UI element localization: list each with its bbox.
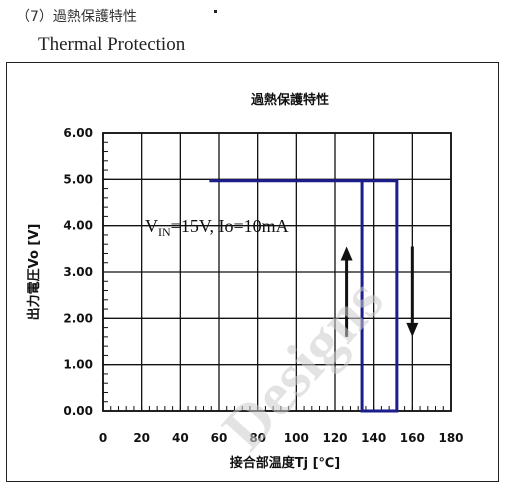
y-tick-labels: 0.00 1.00 2.00 3.00 4.00 5.00 6.00 xyxy=(63,126,93,418)
y-tick-label-3: 3.00 xyxy=(63,265,93,279)
arrow-head-down xyxy=(406,322,419,337)
y-axis-label: 出力電圧Vo [V] xyxy=(26,224,42,321)
annotation-prefix: V xyxy=(145,216,158,236)
x-tick-label-9: 180 xyxy=(438,431,463,445)
condition-annotation: VIN=15V, Io=10mA xyxy=(145,216,289,239)
x-tick-label-0: 0 xyxy=(99,431,107,445)
y-tick-label-6: 6.00 xyxy=(63,126,93,140)
x-tick-label-4: 80 xyxy=(249,431,266,445)
annotation-suffix: =15V, Io=10mA xyxy=(171,216,289,236)
section-heading-en: Thermal Protection xyxy=(38,34,186,55)
x-tick-label-5: 100 xyxy=(284,431,309,445)
y-tick-label-2: 2.00 xyxy=(63,311,93,325)
y-tick-label-0: 0.00 xyxy=(63,404,93,418)
series-line-0 xyxy=(209,179,399,413)
x-tick-labels: 0 20 40 60 80 100 120 140 160 180 xyxy=(99,431,464,445)
series-group xyxy=(209,179,399,413)
y-tick-label-4: 4.00 xyxy=(63,219,93,233)
x-tick-label-2: 40 xyxy=(172,431,189,445)
y-tick-label-1: 1.00 xyxy=(63,358,93,372)
arrow-group xyxy=(340,246,419,337)
section-heading-jp: （7）過熱保護特性 xyxy=(16,9,137,25)
stray-dot xyxy=(214,10,217,13)
arrow-head-up xyxy=(340,246,353,261)
x-tick-label-8: 160 xyxy=(400,431,425,445)
plot-border xyxy=(102,132,452,412)
x-tick-label-7: 140 xyxy=(361,431,386,445)
annotation-subscript: IN xyxy=(158,225,171,239)
x-tick-label-3: 60 xyxy=(211,431,228,445)
x-tick-label-1: 20 xyxy=(133,431,150,445)
x-axis-label: 接合部温度Tj [℃] xyxy=(230,455,340,471)
x-tick-label-6: 120 xyxy=(322,431,347,445)
chart-title: 過熱保護特性 xyxy=(250,92,329,108)
y-tick-label-5: 5.00 xyxy=(63,172,93,186)
